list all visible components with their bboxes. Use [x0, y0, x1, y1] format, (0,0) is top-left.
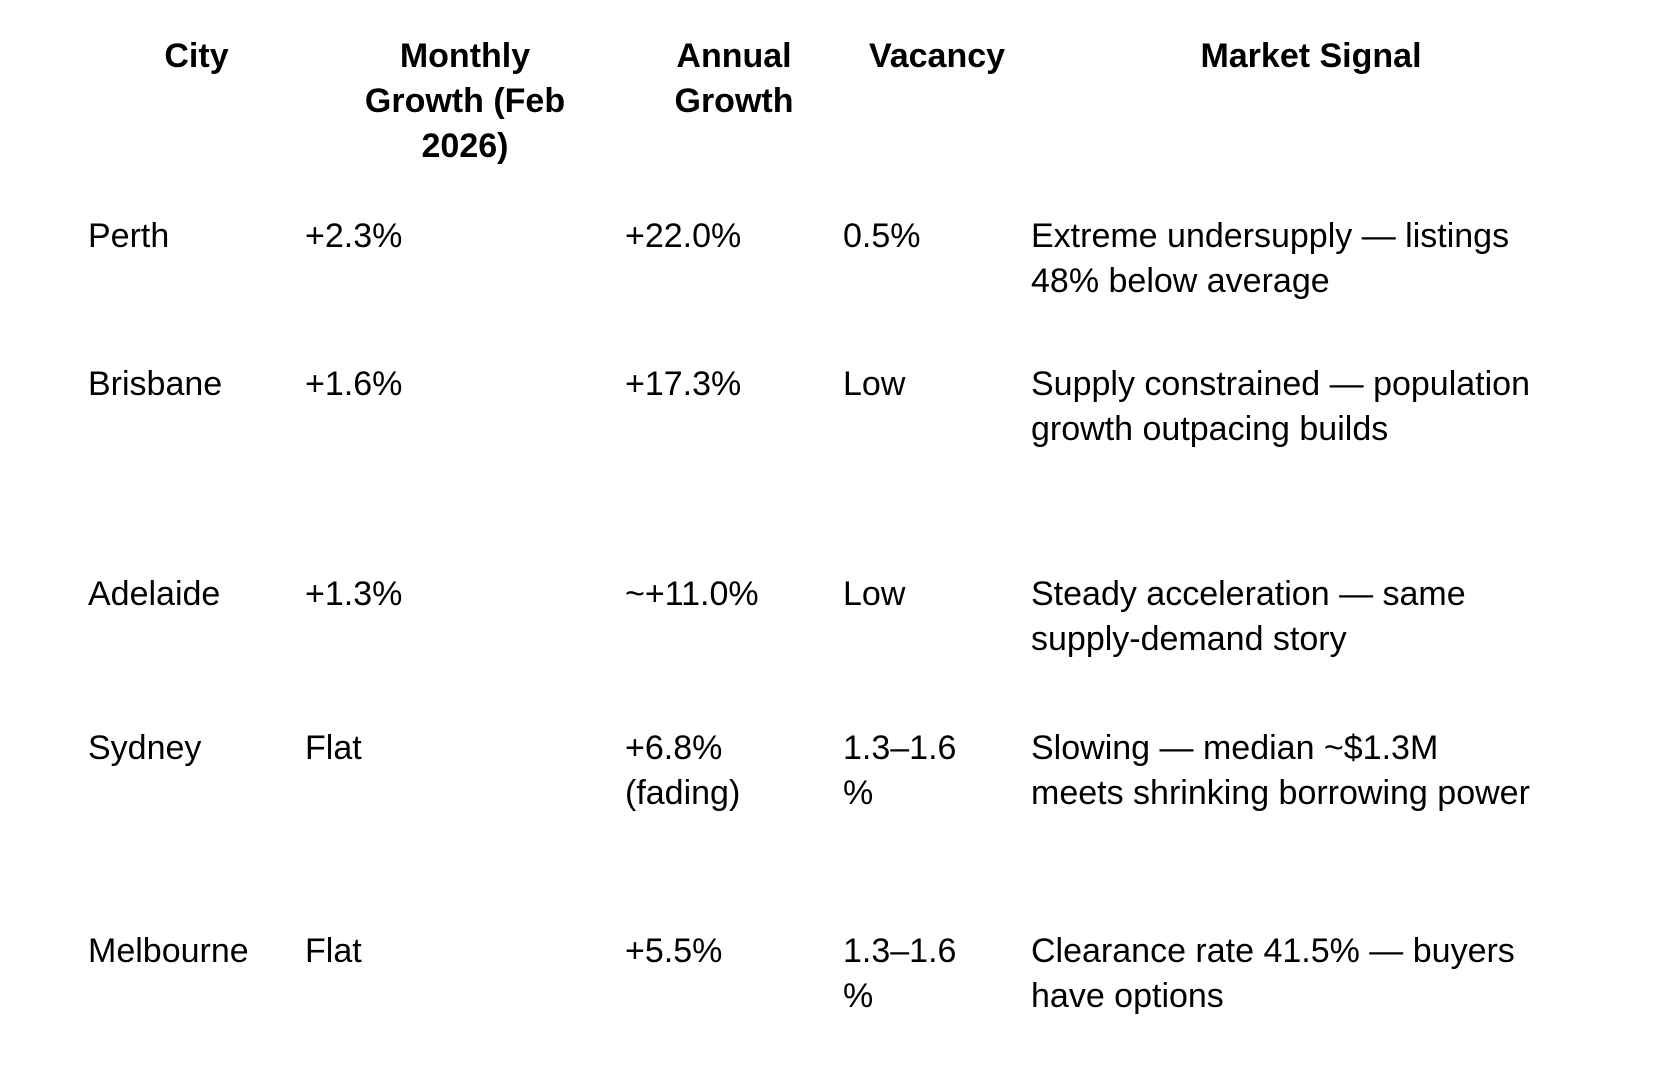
cell-text: 1.3–1.6: [843, 729, 957, 767]
cell-annual: ~+11.0%: [625, 572, 843, 662]
cell-annual: +22.0%: [625, 214, 843, 304]
cell-annual: +6.8% (fading): [625, 726, 843, 816]
column-header-text: Vacancy: [868, 37, 1006, 75]
cell-text: Extreme undersupply — listings: [1031, 217, 1510, 255]
cell-text: Flat: [305, 932, 362, 970]
cell-annual: +5.5%: [625, 929, 843, 1019]
cell-text: +17.3%: [625, 365, 742, 403]
cell-signal: Supply constrained — population growth ou…: [1031, 362, 1591, 452]
cell-text: growth outpacing builds: [1031, 410, 1389, 448]
column-header-text: Market Signal: [1200, 37, 1422, 75]
cell-vacancy: 1.3–1.6%: [843, 929, 1031, 1019]
cell-text: Sydney: [88, 729, 202, 767]
column-header-city: City: [88, 34, 305, 169]
cell-signal: Clearance rate 41.5% — buyers have option…: [1031, 929, 1591, 1019]
cell-vacancy: Low: [843, 572, 1031, 662]
table-row-sydney: Sydney Flat +6.8% (fading) 1.3–1.6% Slowing —…: [88, 726, 1591, 816]
cell-text: +2.3%: [305, 217, 403, 255]
cell-city: Melbourne: [88, 929, 305, 1019]
cell-monthly: +1.3%: [305, 572, 625, 662]
cell-text: %: [843, 977, 874, 1015]
cell-text: ~+11.0%: [625, 575, 759, 613]
cell-text: 0.5%: [843, 217, 921, 255]
column-header-text: Monthly: [399, 37, 531, 75]
cell-text: %: [843, 774, 874, 812]
table-row-brisbane: Brisbane +1.6% +17.3% Low Supply constrained…: [88, 362, 1591, 452]
cell-text: supply-demand story: [1031, 620, 1347, 658]
column-header-monthly: Monthly Growth (Feb 2026): [305, 34, 625, 169]
column-header-vacancy: Vacancy: [843, 34, 1031, 169]
cell-annual: +17.3%: [625, 362, 843, 452]
cell-text: Low: [843, 365, 906, 403]
column-header-text: Growth (Feb: [364, 82, 566, 120]
cell-vacancy: Low: [843, 362, 1031, 452]
cell-city: Adelaide: [88, 572, 305, 662]
cell-text: Steady acceleration — same: [1031, 575, 1466, 613]
column-header-annual: Annual Growth: [625, 34, 843, 169]
cell-city: Sydney: [88, 726, 305, 816]
cell-text: Brisbane: [88, 365, 223, 403]
cell-text: +22.0%: [625, 217, 742, 255]
cell-text: Clearance rate 41.5% — buyers: [1031, 932, 1515, 970]
cell-text: +1.6%: [305, 365, 403, 403]
cell-text: Adelaide: [88, 575, 221, 613]
cell-text: Flat: [305, 729, 362, 767]
cell-text: Low: [843, 575, 906, 613]
table-row-adelaide: Adelaide +1.3% ~+11.0% Low Steady accelerati…: [88, 572, 1591, 662]
cell-signal: Extreme undersupply — listings 48% below …: [1031, 214, 1591, 304]
cell-monthly: +2.3%: [305, 214, 625, 304]
cell-monthly: Flat: [305, 726, 625, 816]
column-header-text: City: [164, 37, 229, 75]
cell-signal: Steady acceleration — same supply-demand …: [1031, 572, 1591, 662]
cell-text: Perth: [88, 217, 170, 255]
cell-city: Perth: [88, 214, 305, 304]
cell-text: 1.3–1.6: [843, 932, 957, 970]
table-row-melbourne: Melbourne Flat +5.5% 1.3–1.6% Clearance rate…: [88, 929, 1591, 1019]
cell-vacancy: 1.3–1.6%: [843, 726, 1031, 816]
cell-text: Supply constrained — population: [1031, 365, 1530, 403]
cell-text: Melbourne: [88, 932, 249, 970]
cell-text: Slowing — median ~$1.3M: [1031, 729, 1439, 767]
table-row-perth: Perth +2.3% +22.0% 0.5% Extreme undersupply …: [88, 214, 1591, 304]
cell-text: (fading): [625, 774, 741, 812]
column-header-text: 2026): [421, 127, 509, 165]
cell-text: 48% below average: [1031, 262, 1330, 300]
column-header-text: Annual: [676, 37, 792, 75]
cell-city: Brisbane: [88, 362, 305, 452]
cell-monthly: Flat: [305, 929, 625, 1019]
cell-vacancy: 0.5%: [843, 214, 1031, 304]
cell-text: +1.3%: [305, 575, 403, 613]
cell-text: +6.8%: [625, 729, 723, 767]
table-header-row: City Monthly Growth (Feb 2026) Annual Growth V…: [88, 34, 1591, 169]
column-header-text: Growth: [674, 82, 794, 120]
cell-text: +5.5%: [625, 932, 723, 970]
cell-signal: Slowing — median ~$1.3M meets shrinking b…: [1031, 726, 1591, 816]
cell-text: meets shrinking borrowing power: [1031, 774, 1530, 812]
column-header-signal: Market Signal: [1031, 34, 1591, 169]
cell-text: have options: [1031, 977, 1224, 1015]
cell-monthly: +1.6%: [305, 362, 625, 452]
